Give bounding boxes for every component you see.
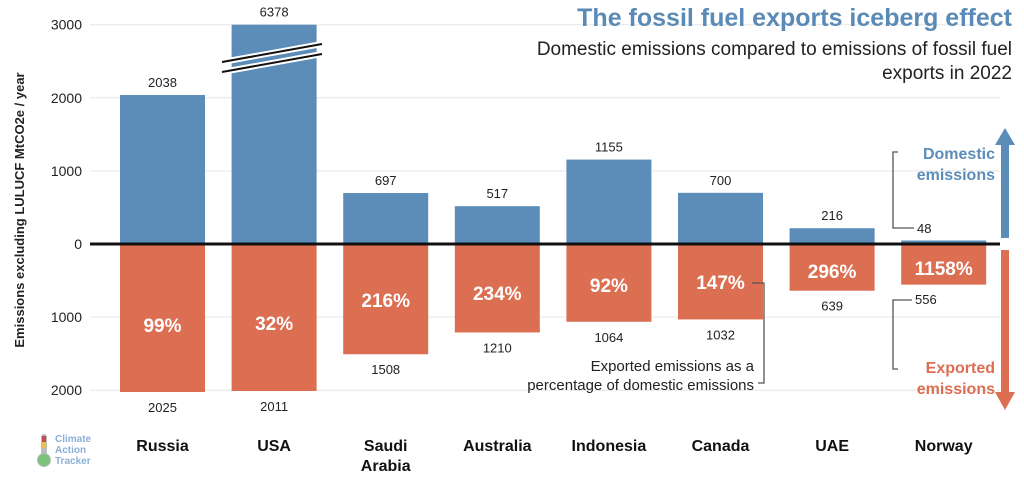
- y-tick-label: 2000: [51, 382, 82, 398]
- y-tick-label: 3000: [51, 17, 82, 33]
- y-tick-label: 1000: [51, 309, 82, 325]
- axis-break: [221, 43, 323, 73]
- bracket: [752, 282, 765, 384]
- domestic-value-label: 700: [710, 173, 732, 188]
- exported-legend-label: emissions: [917, 381, 995, 398]
- x-tick-label: USA: [257, 438, 291, 455]
- exported-bar: [789, 244, 875, 291]
- exported-value-label: 639: [821, 299, 843, 314]
- percent-label: 92%: [590, 276, 628, 297]
- thermometer-icon: [37, 434, 51, 467]
- exported-bar: [566, 244, 652, 322]
- exported-value-label: 1032: [706, 327, 735, 342]
- domestic-legend-label: emissions: [917, 167, 995, 184]
- domestic-value-label: 517: [486, 186, 508, 201]
- percent-label: 296%: [808, 262, 857, 283]
- exported-legend-label: Exported: [926, 360, 995, 377]
- bracket: [892, 299, 912, 370]
- domestic-bar: [678, 192, 763, 244]
- x-tick-label: Arabia: [361, 458, 411, 475]
- exported-bar: [901, 244, 987, 285]
- bracket: [892, 151, 914, 229]
- chart-title: The fossil fuel exports iceberg effect: [577, 4, 1012, 32]
- x-tick-label: Norway: [915, 438, 973, 455]
- exported-arrow-icon: [995, 250, 1015, 410]
- y-tick-label: 1000: [51, 163, 82, 179]
- percent-label: 99%: [143, 316, 181, 337]
- x-tick-label: Canada: [692, 438, 750, 455]
- domestic-value-label: 216: [821, 208, 843, 223]
- percent-note: percentage of domestic emissions: [527, 377, 754, 394]
- percent-note: Exported emissions as a: [591, 358, 755, 375]
- logo-text: Action: [55, 444, 87, 456]
- x-tick-label: UAE: [815, 438, 849, 455]
- logo-text: Tracker: [55, 455, 91, 467]
- percent-label: 32%: [255, 314, 293, 335]
- percent-label: 234%: [473, 284, 522, 305]
- y-tick-label: 0: [74, 236, 82, 252]
- climate-action-tracker-logo: Climate Action Tracker: [36, 432, 91, 468]
- domestic-bar: [343, 193, 429, 244]
- logo-text: Climate: [55, 433, 92, 445]
- y-tick-label: 2000: [51, 90, 82, 106]
- percent-label: 1158%: [915, 259, 973, 280]
- domestic-bar: [120, 95, 205, 244]
- x-tick-label: Indonesia: [572, 438, 647, 455]
- x-tick-label: Australia: [463, 438, 532, 455]
- exported-bar: [454, 244, 540, 333]
- domestic-bar: [901, 240, 987, 244]
- exported-value-label: 556: [915, 292, 937, 307]
- domestic-bar: [566, 159, 652, 244]
- domestic-value-label: 6378: [260, 5, 289, 20]
- y-axis-label: Emissions excluding LULUCF MtCO2e / year: [12, 72, 27, 347]
- exported-bar: [120, 244, 205, 393]
- exported-bar: [231, 244, 317, 392]
- domestic-value-label: 1155: [595, 140, 623, 155]
- domestic-value-label: 48: [917, 221, 931, 236]
- percent-label: 216%: [361, 291, 410, 312]
- exported-value-label: 1508: [371, 362, 400, 377]
- exported-value-label: 2025: [148, 400, 177, 415]
- chart-subtitle: Domestic emissions compared to emissions…: [536, 39, 1012, 84]
- x-tick-label: Saudi: [364, 438, 408, 455]
- percent-label: 147%: [696, 273, 745, 294]
- exported-value-label: 2011: [260, 399, 288, 414]
- exported-bar: [343, 244, 429, 355]
- domestic-bar: [454, 206, 540, 244]
- domestic-value-label: 2038: [148, 75, 177, 90]
- domestic-legend-label: Domestic: [923, 146, 995, 163]
- exported-value-label: 1210: [483, 340, 512, 355]
- domestic-bar: [789, 228, 875, 244]
- domestic-arrow-icon: [995, 128, 1015, 238]
- x-tick-label: Russia: [136, 438, 189, 455]
- domestic-value-label: 697: [375, 173, 397, 188]
- exported-value-label: 1064: [594, 330, 623, 345]
- exported-bar: [678, 244, 763, 320]
